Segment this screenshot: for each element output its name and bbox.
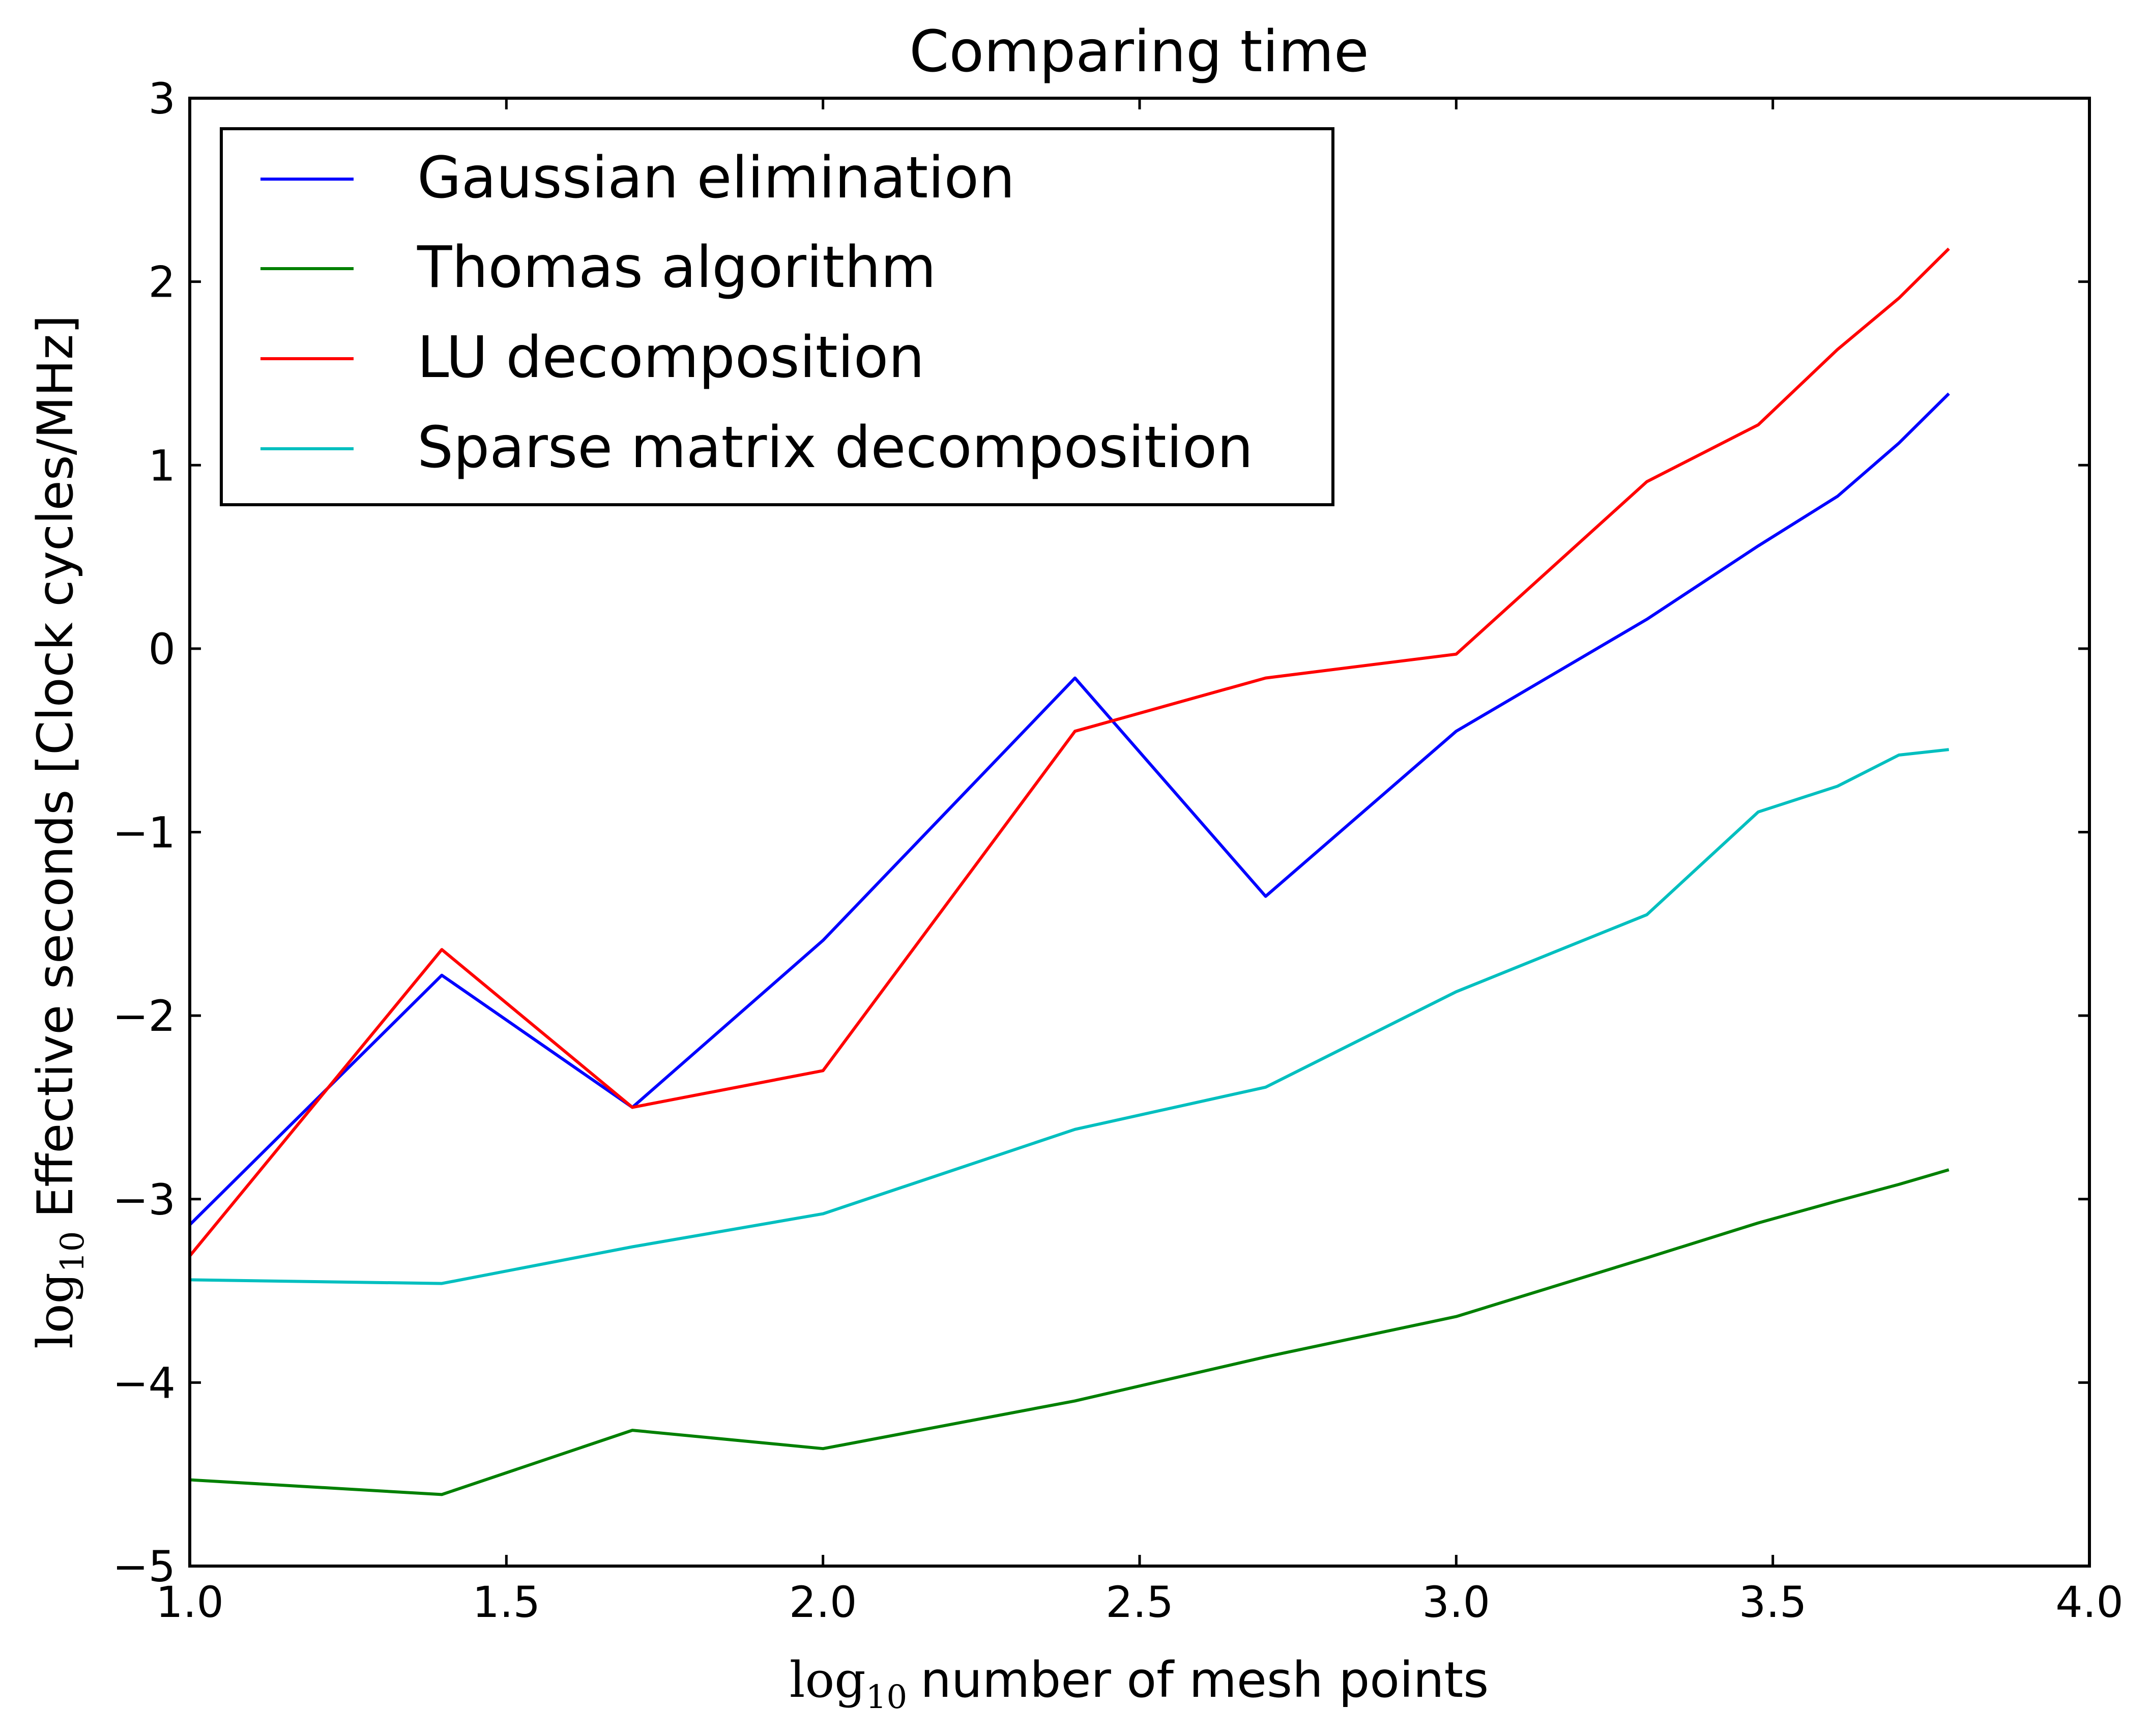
legend-label-1: Thomas algorithm [417, 235, 936, 301]
y-axis-label: log10 Effective seconds [Clock cycles/MHz… [27, 315, 92, 1349]
y-ticks: 3 2 1 0 −1 −2 −3 −4 −5 [112, 74, 2089, 1592]
series-line-2 [188, 247, 1950, 1257]
series-line-0 [188, 392, 1950, 1226]
y-axis-log-prefix: log [27, 1272, 84, 1349]
x-tick-label: 3.0 [1422, 1577, 1491, 1627]
x-tick-label: 2.5 [1106, 1577, 1174, 1627]
x-axis-log-prefix: log [790, 1652, 866, 1709]
y-tick-label: −4 [112, 1358, 176, 1408]
y-tick-label: 3 [149, 74, 176, 124]
x-tick-label: 1.5 [473, 1577, 541, 1627]
series-line-3 [189, 748, 1950, 1285]
y-tick-label: −1 [112, 808, 176, 858]
x-axis-label: log10 number of mesh points [790, 1652, 1489, 1716]
series-line-1 [189, 1168, 1950, 1496]
y-tick-label: 2 [149, 257, 176, 307]
legend-label-2: LU decomposition [417, 325, 924, 391]
legend: Gaussian elimination Thomas algorithm LU d… [220, 127, 1334, 506]
legend-label-3: Sparse matrix decomposition [417, 415, 1253, 481]
y-axis-label-text: Effective seconds [Clock cycles/MHz] [27, 315, 84, 1218]
x-ticks: 1.0 1.5 2.0 2.5 3.0 3.5 4.0 [156, 98, 2124, 1627]
y-axis-log-subscript: 10 [54, 1231, 92, 1272]
y-tick-label: 1 [149, 441, 176, 490]
x-tick-label: 3.5 [1739, 1577, 1807, 1627]
y-tick-label: −5 [112, 1542, 176, 1592]
y-tick-label: 0 [149, 624, 176, 674]
x-axis-label-text: number of mesh points [920, 1652, 1489, 1709]
x-tick-label: 2.0 [789, 1577, 857, 1627]
legend-box [220, 127, 1334, 506]
x-axis-log-subscript: 10 [866, 1679, 907, 1716]
y-tick-label: −2 [112, 991, 176, 1041]
chart-title: Comparing time [909, 19, 1369, 85]
x-tick-label: 4.0 [2055, 1577, 2124, 1627]
y-tick-label: −3 [112, 1175, 176, 1225]
x-tick-label: 1.0 [156, 1577, 224, 1627]
legend-label-0: Gaussian elimination [417, 145, 1015, 211]
series-layer [188, 247, 1950, 1496]
